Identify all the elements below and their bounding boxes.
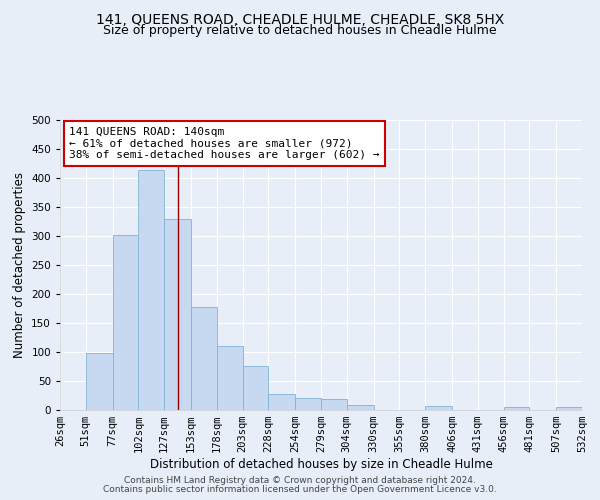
Bar (113, 235, 139, 410)
Bar (164, 218, 191, 410)
Text: 141, QUEENS ROAD, CHEADLE HULME, CHEADLE, SK8 5HX: 141, QUEENS ROAD, CHEADLE HULME, CHEADLE… (96, 12, 504, 26)
Text: 141 QUEENS ROAD: 140sqm
← 61% of detached houses are smaller (972)
38% of semi-d: 141 QUEENS ROAD: 140sqm ← 61% of detache… (69, 127, 380, 160)
Bar (86, 353, 113, 410)
Bar (321, 399, 347, 410)
Text: Contains HM Land Registry data © Crown copyright and database right 2024.: Contains HM Land Registry data © Crown c… (124, 476, 476, 485)
Bar (139, 170, 164, 410)
Y-axis label: Number of detached properties: Number of detached properties (13, 172, 26, 358)
Bar (347, 405, 374, 410)
Bar (191, 307, 217, 410)
Text: Size of property relative to detached houses in Cheadle Hulme: Size of property relative to detached ho… (103, 24, 497, 37)
Bar (556, 407, 582, 410)
X-axis label: Distribution of detached houses by size in Cheadle Hulme: Distribution of detached houses by size … (149, 458, 493, 471)
Bar (425, 406, 452, 410)
Bar (217, 346, 242, 410)
Text: Contains public sector information licensed under the Open Government Licence v3: Contains public sector information licen… (103, 485, 497, 494)
Bar (242, 366, 268, 410)
Bar (503, 407, 529, 410)
Bar (268, 394, 295, 410)
Bar (295, 398, 321, 410)
